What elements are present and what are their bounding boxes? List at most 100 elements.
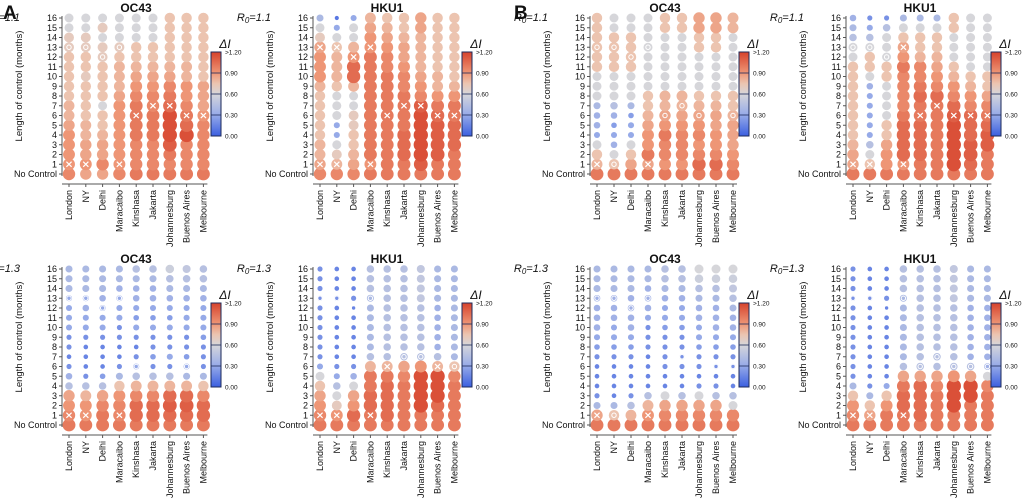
- open-circle-marker: [867, 295, 873, 301]
- x-tick-label: London: [592, 190, 602, 220]
- bubble: [867, 383, 873, 389]
- cross-stroke: [933, 102, 941, 109]
- bubble: [181, 42, 192, 53]
- bubble: [850, 334, 856, 340]
- x-tick-label: Buenos Aires: [966, 441, 976, 495]
- y-tick-label: 14: [831, 33, 841, 43]
- y-tick-label: No Control: [542, 169, 585, 179]
- bubble: [316, 14, 324, 22]
- bubble: [729, 304, 737, 312]
- bubble: [397, 389, 411, 403]
- bubble: [179, 408, 194, 422]
- y-tick-label: 13: [47, 293, 57, 303]
- bubble: [132, 275, 140, 283]
- bubble: [966, 23, 976, 33]
- y-tick-label: 15: [47, 274, 57, 284]
- y-axis-title: Length of control (months): [798, 282, 809, 393]
- bubble: [896, 138, 911, 152]
- bubble: [183, 372, 191, 380]
- bubble: [866, 140, 874, 149]
- bubble: [165, 264, 175, 274]
- bubble: [930, 418, 944, 432]
- bubble: [899, 353, 907, 361]
- bubble: [347, 158, 360, 170]
- bubble: [366, 265, 375, 273]
- bubble: [200, 324, 207, 331]
- cross-stroke: [384, 112, 391, 119]
- bubble: [930, 128, 944, 142]
- y-tick-label: 1: [52, 410, 57, 420]
- r0-label: R0=1.1: [0, 12, 20, 25]
- y-tick-label: 10: [47, 323, 57, 333]
- bubble: [676, 90, 688, 102]
- x-tick-label: Kinshasa: [131, 190, 141, 227]
- bubble: [607, 167, 621, 181]
- open-circle-marker: [594, 295, 600, 301]
- bubble: [413, 369, 428, 384]
- cross-marker: [417, 102, 424, 109]
- bubble: [729, 324, 737, 331]
- bubble: [847, 139, 859, 151]
- bubble: [913, 79, 927, 93]
- bubble: [661, 265, 669, 273]
- bubble: [982, 23, 992, 33]
- cross-stroke: [82, 161, 89, 168]
- cross-marker: [367, 44, 374, 51]
- bubble: [65, 275, 73, 283]
- bubble: [913, 398, 927, 413]
- y-tick-label: 7: [52, 101, 57, 111]
- bubble: [728, 62, 738, 72]
- bubble: [727, 139, 739, 151]
- bubble: [146, 118, 160, 132]
- bubble: [130, 51, 142, 63]
- y-tick-label: 1: [836, 410, 841, 420]
- bubble: [644, 275, 652, 283]
- bubble: [381, 31, 393, 44]
- cross-marker: [866, 161, 873, 168]
- bubble: [197, 158, 210, 171]
- open-circle-marker: [730, 112, 736, 119]
- bubble: [950, 352, 958, 361]
- bubble: [314, 60, 326, 73]
- bubble: [183, 284, 191, 293]
- bubble: [65, 304, 73, 312]
- bubble: [416, 274, 425, 283]
- bubble: [83, 364, 89, 369]
- bubble: [414, 167, 428, 181]
- x-tick-label: Delhi: [349, 441, 359, 462]
- bubble: [149, 275, 157, 283]
- bubble: [896, 147, 911, 162]
- bubble: [884, 276, 889, 282]
- bubble: [982, 13, 992, 23]
- bubble: [96, 148, 109, 161]
- y-tick-label: 3: [580, 140, 585, 150]
- bubble: [610, 275, 618, 283]
- bubble: [381, 60, 394, 73]
- bubble: [930, 389, 944, 403]
- bubble: [864, 51, 876, 63]
- bubble: [712, 294, 720, 302]
- bubble: [659, 119, 671, 132]
- bubble: [113, 90, 126, 102]
- bubble: [984, 314, 991, 322]
- bubble: [590, 418, 604, 432]
- cross-marker: [333, 161, 340, 168]
- bubble: [96, 408, 110, 422]
- bubble: [913, 138, 927, 152]
- bubble: [80, 110, 92, 121]
- bubble: [659, 109, 671, 122]
- bubble: [727, 110, 739, 121]
- bubble: [334, 325, 340, 330]
- bubble: [692, 409, 706, 422]
- bubble: [314, 380, 326, 392]
- bubble: [897, 80, 910, 93]
- bubble: [628, 393, 634, 399]
- bubble: [380, 89, 394, 103]
- bubble: [884, 305, 889, 311]
- bubble: [643, 23, 653, 33]
- bubble: [710, 399, 722, 412]
- bubble: [97, 61, 108, 72]
- bubble: [398, 12, 410, 24]
- y-tick-label: 10: [831, 323, 841, 333]
- bubble: [846, 418, 860, 432]
